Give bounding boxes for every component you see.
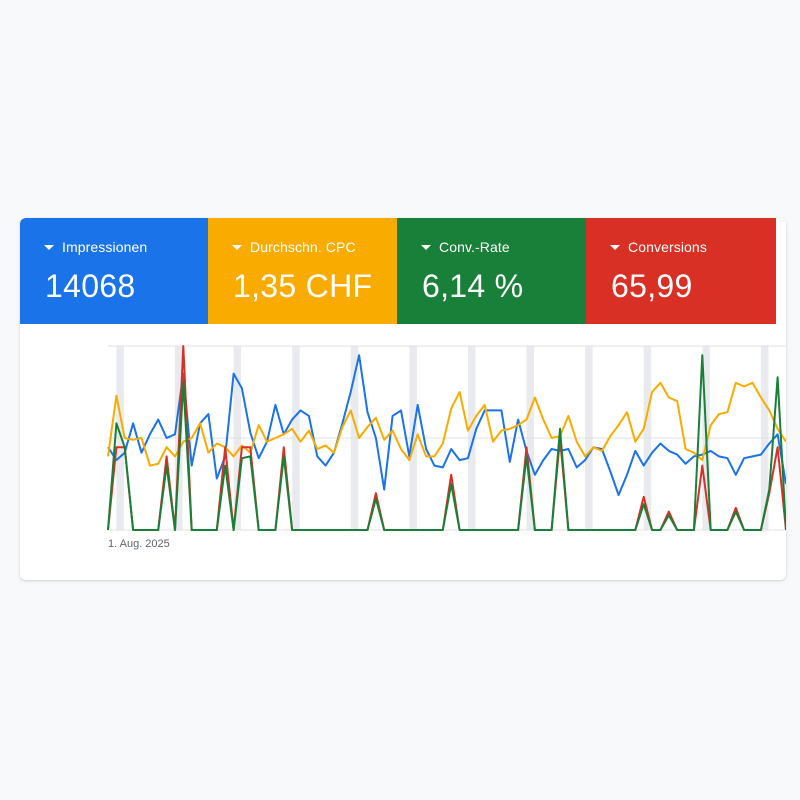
metric-label: Conversions — [628, 239, 707, 255]
metric-label: Durchschn. CPC — [250, 239, 356, 255]
dropdown-caret-icon — [421, 244, 431, 250]
metric-label-row: Conv.-Rate — [421, 239, 510, 255]
metric-label: Impressionen — [62, 239, 148, 255]
metric-value: 65,99 — [611, 268, 693, 304]
line-chart — [107, 345, 786, 531]
series-line-0 — [107, 354, 786, 496]
metric-value: 1,35 CHF — [233, 268, 373, 304]
metric-label: Conv.-Rate — [439, 239, 510, 255]
metric-label-row: Conversions — [610, 239, 707, 255]
metric-value: 14068 — [45, 268, 136, 304]
performance-chart: 1. Aug. 2025 — [20, 324, 786, 580]
metric-tile-impressions[interactable]: Impressionen 14068 — [20, 218, 208, 324]
metric-label-row: Durchschn. CPC — [232, 239, 356, 255]
dropdown-caret-icon — [44, 244, 54, 250]
series-lines — [107, 345, 786, 531]
performance-card: Impressionen 14068 Durchschn. CPC 1,35 C… — [20, 218, 786, 580]
metric-tile-conversions[interactable]: Conversions 65,99 — [586, 218, 776, 324]
metric-value: 6,14 % — [422, 268, 524, 304]
gridlines — [108, 345, 786, 531]
metric-label-row: Impressionen — [44, 239, 147, 255]
x-axis-start-label: 1. Aug. 2025 — [108, 538, 170, 550]
metric-tile-conv-rate[interactable]: Conv.-Rate 6,14 % — [397, 218, 586, 324]
metric-tile-avg-cpc[interactable]: Durchschn. CPC 1,35 CHF — [208, 218, 397, 324]
dropdown-caret-icon — [232, 244, 242, 250]
series-line-1 — [107, 381, 786, 467]
series-line-3 — [107, 354, 786, 531]
dropdown-caret-icon — [610, 244, 620, 250]
metric-tiles: Impressionen 14068 Durchschn. CPC 1,35 C… — [20, 218, 786, 324]
